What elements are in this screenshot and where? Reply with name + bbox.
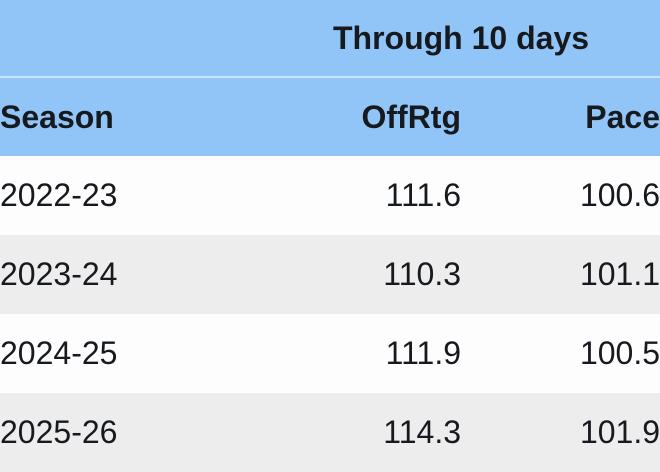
cell-season: 2024-25 xyxy=(0,335,118,371)
group-header-row: Through 10 days xyxy=(0,0,660,78)
column-header-row: Season OffRtg Pace xyxy=(0,77,660,156)
column-header-offrtg: OffRtg xyxy=(262,77,461,156)
cell-pace: 100.6 xyxy=(579,177,660,213)
cell-offrtg: 111.6 xyxy=(385,177,461,213)
column-header-pace: Pace xyxy=(461,77,660,156)
table-row: 2023-24 110.3 101.1 xyxy=(0,235,660,314)
cell-pace: 101.1 xyxy=(579,256,660,292)
table-row: 2024-25 111.9 100.5 xyxy=(0,314,660,393)
table-header: Through 10 days Season OffRtg Pace xyxy=(0,0,660,156)
cell-offrtg: 114.3 xyxy=(383,414,461,450)
cell-offrtg: 110.3 xyxy=(383,256,461,292)
table-row: 2022-23 111.6 100.6 xyxy=(0,156,660,235)
cell-season: 2025-26 xyxy=(0,414,118,450)
cell-season: 2022-23 xyxy=(0,177,118,213)
cell-pace: 101.9 xyxy=(579,414,660,450)
cell-pace: 100.5 xyxy=(579,335,660,371)
cell-season: 2023-24 xyxy=(0,256,118,292)
column-header-season: Season xyxy=(0,77,262,156)
table-group-header: Through 10 days xyxy=(262,0,660,78)
table-body: 2022-23 111.6 100.6 2023-24 110.3 101.1 … xyxy=(0,156,660,472)
group-header-spacer xyxy=(0,0,262,78)
cell-offrtg: 111.9 xyxy=(385,335,461,371)
table-row: 2025-26 114.3 101.9 xyxy=(0,393,660,472)
